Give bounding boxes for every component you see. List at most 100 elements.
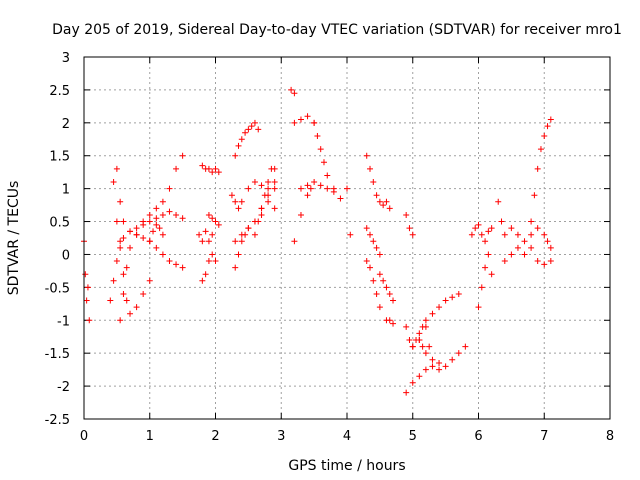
series-s35	[528, 116, 554, 225]
series-s24	[376, 271, 397, 304]
data-point	[383, 198, 390, 205]
data-point	[537, 146, 544, 153]
data-point	[422, 350, 429, 357]
series-s33	[495, 198, 554, 251]
data-point	[146, 211, 153, 218]
series-s25	[363, 225, 383, 258]
series-s19	[291, 185, 314, 245]
data-point	[376, 304, 383, 311]
data-point	[242, 129, 249, 136]
data-point	[113, 258, 120, 265]
data-point	[508, 225, 515, 232]
data-point	[146, 218, 153, 225]
data-point	[232, 198, 239, 205]
data-point	[429, 363, 436, 370]
data-point	[367, 264, 374, 271]
data-point	[409, 343, 416, 350]
data-point	[199, 162, 206, 169]
data-point	[370, 238, 377, 245]
data-point	[449, 356, 456, 363]
data-point	[386, 317, 393, 324]
data-point	[159, 231, 166, 238]
data-point	[409, 231, 416, 238]
data-point	[416, 373, 423, 380]
data-point	[146, 277, 153, 284]
data-point	[235, 251, 242, 258]
data-point	[304, 113, 311, 120]
series-s17	[291, 113, 318, 126]
data-point	[373, 290, 380, 297]
series-s23	[363, 258, 397, 327]
data-point	[547, 116, 554, 123]
data-points	[81, 86, 554, 396]
series-s16	[288, 86, 298, 97]
data-point	[209, 215, 216, 222]
data-point	[140, 218, 147, 225]
data-point	[521, 251, 528, 258]
data-point	[117, 198, 124, 205]
data-point	[330, 185, 337, 192]
data-point	[179, 264, 186, 271]
data-point	[426, 343, 433, 350]
data-point	[251, 231, 258, 238]
data-point	[363, 152, 370, 159]
data-point	[117, 317, 124, 324]
data-point	[403, 323, 410, 330]
series-s30	[416, 337, 443, 367]
data-point	[255, 126, 262, 133]
data-point	[238, 238, 245, 245]
data-point	[544, 238, 551, 245]
data-point	[376, 251, 383, 258]
data-point	[419, 343, 426, 350]
data-point	[478, 231, 485, 238]
data-point	[347, 231, 354, 238]
data-point	[307, 185, 314, 192]
data-point	[205, 258, 212, 265]
data-point	[409, 379, 416, 386]
series-s28	[409, 290, 462, 350]
data-point	[314, 132, 321, 139]
data-point	[495, 198, 502, 205]
data-point	[534, 258, 541, 265]
data-point	[508, 251, 515, 258]
data-point	[528, 244, 535, 251]
series-s31	[468, 221, 495, 245]
x-tick-label: 4	[343, 429, 351, 444]
data-point	[320, 159, 327, 166]
data-point	[311, 119, 318, 126]
data-point	[376, 271, 383, 278]
data-point	[123, 264, 130, 271]
data-point	[534, 225, 541, 232]
data-point	[442, 363, 449, 370]
series-s18	[297, 179, 344, 202]
data-point	[297, 185, 304, 192]
data-point	[297, 116, 304, 123]
y-tick-label: 2	[62, 117, 70, 132]
series-s4	[113, 218, 153, 317]
data-point	[531, 192, 538, 199]
data-point	[120, 271, 127, 278]
data-point	[251, 119, 258, 126]
data-point	[140, 290, 147, 297]
data-point	[304, 192, 311, 199]
data-point	[205, 211, 212, 218]
data-point	[83, 297, 90, 304]
series-s26	[403, 211, 416, 238]
series-s21	[344, 185, 354, 238]
data-point	[367, 165, 374, 172]
data-point	[416, 330, 423, 337]
series-s10	[199, 251, 219, 284]
data-point	[215, 169, 222, 176]
data-point	[337, 195, 344, 202]
series-s32	[475, 251, 495, 311]
data-point	[265, 185, 272, 192]
data-point	[403, 389, 410, 396]
series-s15	[251, 165, 278, 238]
data-point	[455, 350, 462, 357]
data-point	[265, 179, 272, 186]
data-point	[258, 182, 265, 189]
series-s22	[363, 152, 393, 212]
data-point	[117, 244, 124, 251]
data-point	[422, 366, 429, 373]
data-point	[271, 179, 278, 186]
